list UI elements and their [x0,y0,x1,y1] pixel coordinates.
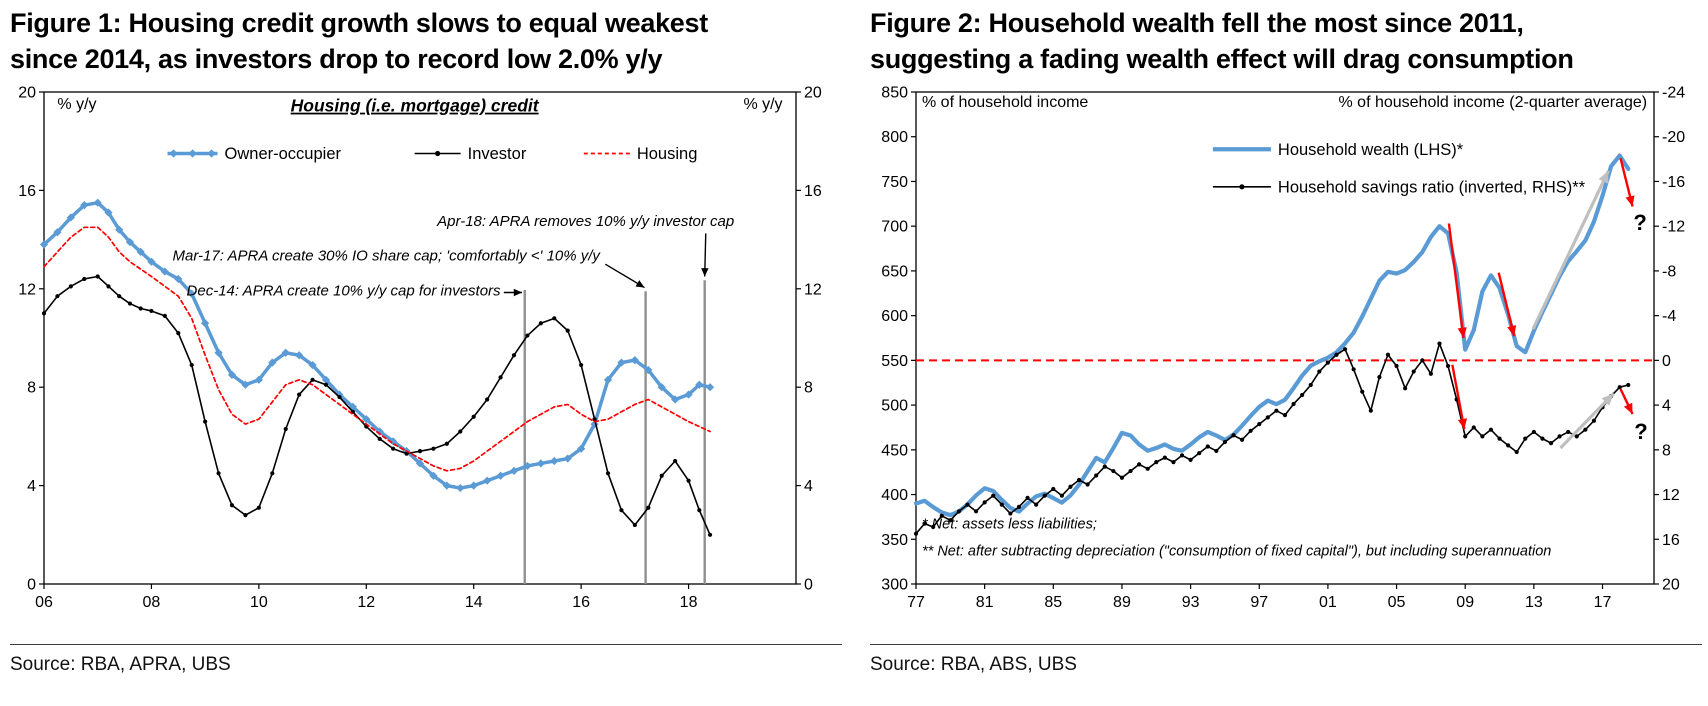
svg-text:09: 09 [1456,594,1474,611]
svg-text:550: 550 [881,353,908,370]
svg-text:13: 13 [1525,594,1543,611]
svg-text:12: 12 [1662,487,1680,504]
figure1-source-text: Source: RBA, APRA, UBS [10,654,231,675]
svg-text:Household wealth (LHS)*: Household wealth (LHS)* [1278,141,1464,159]
svg-text:16: 16 [18,183,36,200]
svg-text:4: 4 [804,478,813,495]
svg-text:4: 4 [1662,398,1671,415]
svg-text:% y/y: % y/y [57,96,96,113]
figure2-source-text: Source: RBA, ABS, UBS [870,654,1077,675]
svg-text:8: 8 [27,380,36,397]
figure2-title: Figure 2: Household wealth fell the most… [870,6,1702,80]
svg-text:500: 500 [881,398,908,415]
svg-text:01: 01 [1319,594,1337,611]
svg-text:-4: -4 [1662,308,1676,325]
figure1-panel: Figure 1: Housing credit growth slows to… [10,6,842,676]
svg-text:600: 600 [881,308,908,325]
svg-text:05: 05 [1388,594,1406,611]
svg-text:750: 750 [881,174,908,191]
svg-text:77: 77 [907,594,925,611]
figure1-title-line2: since 2014, as investors drop to record … [10,43,663,74]
svg-text:20: 20 [804,85,822,102]
svg-text:17: 17 [1594,594,1612,611]
figure-panels: Figure 1: Housing credit growth slows to… [10,6,1702,676]
svg-text:% y/y: % y/y [743,96,782,113]
svg-text:800: 800 [881,129,908,146]
svg-text:20: 20 [1662,577,1680,594]
svg-text:?: ? [1634,419,1647,444]
svg-text:* Net: assets less liabilities: * Net: assets less liabilities; [922,517,1097,533]
svg-text:12: 12 [357,594,375,611]
svg-text:08: 08 [143,594,161,611]
svg-text:06: 06 [35,594,53,611]
figure2-source: Source: RBA, ABS, UBS [870,644,1702,676]
svg-text:Owner-occupier: Owner-occupier [225,145,342,163]
svg-text:-16: -16 [1662,174,1685,191]
svg-text:300: 300 [881,577,908,594]
svg-text:14: 14 [465,594,483,611]
svg-text:** Net: after subtracting depr: ** Net: after subtracting depreciation (… [922,543,1551,559]
svg-text:350: 350 [881,532,908,549]
svg-text:16: 16 [572,594,590,611]
svg-text:89: 89 [1113,594,1131,611]
svg-text:850: 850 [881,85,908,102]
svg-text:4: 4 [27,478,36,495]
svg-text:% of household income (2-quart: % of household income (2-quarter average… [1339,94,1648,111]
svg-text:0: 0 [804,577,813,594]
svg-text:8: 8 [1662,442,1671,459]
figure2-title-line2: suggesting a fading wealth effect will d… [870,43,1574,74]
svg-text:16: 16 [1662,532,1680,549]
figure1-title: Figure 1: Housing credit growth slows to… [10,6,842,80]
figure2-panel: Figure 2: Household wealth fell the most… [870,6,1702,676]
svg-text:85: 85 [1044,594,1062,611]
svg-text:700: 700 [881,219,908,236]
svg-text:97: 97 [1250,594,1268,611]
svg-text:18: 18 [680,594,698,611]
svg-text:93: 93 [1182,594,1200,611]
figure1-chart: 0 4 8 12 16 20 0 4 8 12 16 20 06 08 10 12 14 16 18 % y/y % y… [18,85,822,612]
svg-text:Housing: Housing [637,145,698,163]
svg-text:Investor: Investor [468,145,527,163]
figure1-title-line1: Figure 1: Housing credit growth slows to… [10,8,708,38]
svg-text:Dec-14: APRA create 10% y/y ca: Dec-14: APRA create 10% y/y cap for inve… [187,283,502,300]
svg-text:% of household income: % of household income [922,94,1088,111]
svg-text:650: 650 [881,263,908,280]
svg-text:Mar-17: APRA create 30% IO sha: Mar-17: APRA create 30% IO share cap; 'c… [172,248,601,265]
svg-text:-8: -8 [1662,263,1676,280]
svg-text:-24: -24 [1662,85,1685,102]
figure1-source: Source: RBA, APRA, UBS [10,644,842,676]
svg-text:10: 10 [250,594,268,611]
svg-text:0: 0 [1662,353,1671,370]
svg-text:-20: -20 [1662,129,1685,146]
svg-text:12: 12 [18,281,36,298]
svg-text:0: 0 [27,577,36,594]
svg-text:-12: -12 [1662,219,1685,236]
svg-text:Housing (i.e. mortgage) credit: Housing (i.e. mortgage) credit [291,96,540,116]
svg-text:450: 450 [881,442,908,459]
svg-text:Apr-18: APRA removes 10% y/y: Apr-18: APRA removes 10% y/y investor ca… [436,213,734,230]
svg-text:81: 81 [976,594,994,611]
svg-text:?: ? [1633,210,1646,235]
figure2-title-line1: Figure 2: Household wealth fell the most… [870,8,1524,38]
svg-text:12: 12 [804,281,822,298]
svg-text:20: 20 [18,85,36,102]
svg-text:16: 16 [804,183,822,200]
svg-text:Household savings ratio (inver: Household savings ratio (inverted, RHS)*… [1278,178,1586,196]
svg-text:8: 8 [804,380,813,397]
svg-text:400: 400 [881,487,908,504]
